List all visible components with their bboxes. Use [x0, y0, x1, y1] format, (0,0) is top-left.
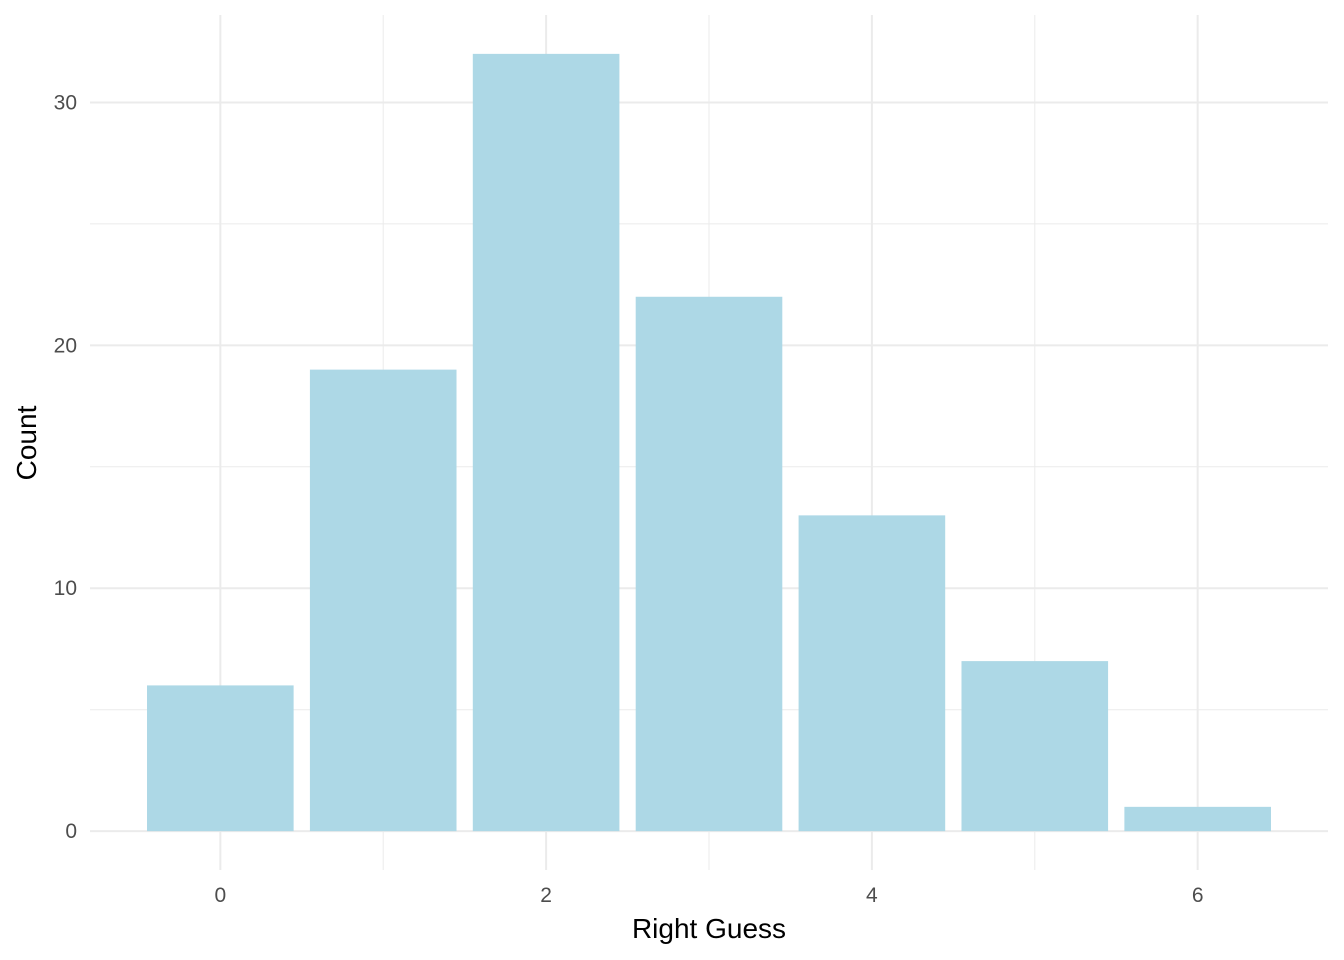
x-tick-label: 0: [214, 884, 226, 907]
x-tick-label: 4: [866, 884, 878, 907]
bar-1: [309, 369, 457, 832]
x-axis-title: Right Guess: [632, 913, 786, 944]
y-axis-title: Count: [11, 405, 42, 480]
y-tick-label: 20: [54, 334, 77, 357]
x-tick-label: 2: [540, 884, 552, 907]
bar-2: [472, 53, 620, 832]
y-tick-label: 10: [54, 577, 77, 600]
bar-6: [1124, 806, 1271, 832]
bar-3: [635, 296, 783, 832]
x-tick-label: 6: [1192, 884, 1204, 907]
tick-labels: 0 10 20 30 0 2 4 6: [54, 91, 1204, 907]
bar-5: [961, 661, 1109, 832]
y-tick-label: 0: [65, 820, 77, 843]
bar-4: [798, 515, 946, 832]
bar-0: [147, 685, 294, 832]
bars: [147, 53, 1271, 832]
y-tick-label: 30: [54, 91, 77, 114]
